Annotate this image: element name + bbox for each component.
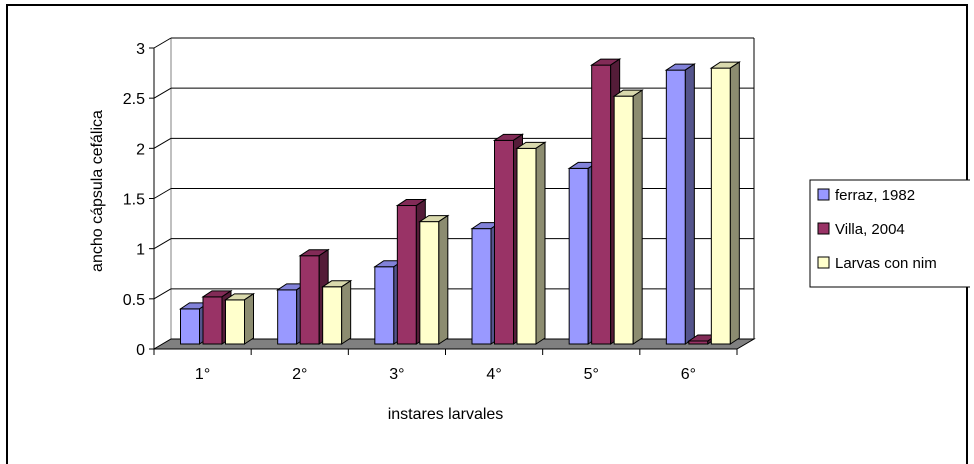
gridline-diag <box>153 37 172 49</box>
y-tick-label: 0.5 <box>123 292 145 309</box>
bar-side <box>438 214 449 345</box>
bar-front <box>516 147 537 345</box>
x-tick-label: 3° <box>389 366 404 383</box>
legend-label: ferraz, 1982 <box>835 187 915 204</box>
axes <box>149 47 738 355</box>
bar-front <box>710 67 731 345</box>
legend-swatch <box>817 188 830 201</box>
bar <box>223 292 256 345</box>
y-tick-label: 3 <box>136 41 145 58</box>
y-tick-labels: 0 0.5 1 1.5 2 2.5 3 <box>123 41 145 359</box>
bar-side <box>244 292 254 345</box>
gridline-diag <box>153 238 172 250</box>
bar-side <box>632 89 643 345</box>
bar <box>664 63 696 345</box>
bar <box>515 141 547 345</box>
bar-side <box>729 61 740 345</box>
bar-front <box>665 69 686 345</box>
bar <box>418 214 450 345</box>
bar-front <box>202 296 223 345</box>
chart-frame: 0 0.5 1 1.5 2 2.5 3 1° 2° 3° 4° 5° 6° instares larv… <box>6 4 970 464</box>
bar-front <box>374 266 395 345</box>
y-axis-title: ancho cápsula cefálica <box>89 110 106 272</box>
bar-side <box>535 141 546 345</box>
x-tick-labels: 1° 2° 3° 4° 5° 6° <box>195 366 696 383</box>
bar-front <box>322 286 343 345</box>
bars <box>178 58 741 345</box>
bar-front <box>419 221 440 345</box>
legend-label: Larvas con nim <box>835 255 937 272</box>
y-tick-label: 1 <box>136 242 145 259</box>
bar-front <box>277 289 298 345</box>
gridline-diag <box>153 137 172 149</box>
bar-side <box>341 279 352 345</box>
bar <box>709 61 741 345</box>
y-tick-label: 2 <box>136 141 145 158</box>
x-axis-title: instares larvales <box>388 406 504 423</box>
legend-swatch <box>817 222 830 235</box>
bar-front <box>180 308 200 345</box>
y-tick-label: 0 <box>136 342 145 359</box>
x-tick-label: 1° <box>195 366 210 383</box>
bar-front <box>613 95 634 345</box>
bar <box>612 89 644 345</box>
bar-front <box>494 139 514 345</box>
bar <box>298 248 330 345</box>
bar-chart: 0 0.5 1 1.5 2 2.5 3 1° 2° 3° 4° 5° 6° instares larv… <box>89 37 970 423</box>
bar-side <box>684 63 695 345</box>
bar-front <box>299 255 320 345</box>
y-tick-label: 1.5 <box>123 192 145 209</box>
bar-front <box>568 167 589 345</box>
bar-front <box>471 228 492 345</box>
legend: ferraz, 1982 Villa, 2004 Larvas con nim <box>809 179 970 288</box>
y-tick-label: 2.5 <box>123 91 145 108</box>
gridlines <box>153 37 754 300</box>
bar-front <box>225 299 245 345</box>
gridline-diag <box>153 188 172 199</box>
x-tick-label: 5° <box>584 366 599 383</box>
x-tick-label: 2° <box>292 366 307 383</box>
legend-swatch <box>817 256 830 269</box>
x-tick-label: 4° <box>486 366 501 383</box>
legend-label: Villa, 2004 <box>835 221 905 238</box>
gridline-diag <box>153 288 172 300</box>
bar <box>321 279 353 345</box>
gridline-diag <box>153 87 172 99</box>
bar-front <box>591 64 612 345</box>
x-tick-label: 6° <box>681 366 696 383</box>
legend-box <box>809 179 970 288</box>
bar-front <box>396 205 417 345</box>
